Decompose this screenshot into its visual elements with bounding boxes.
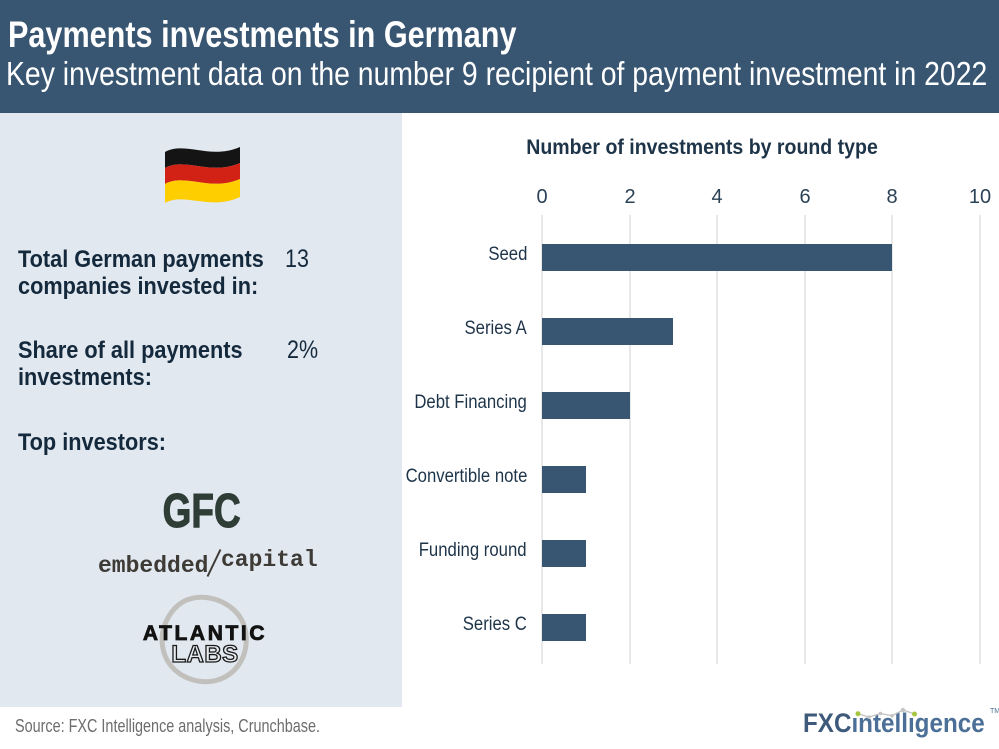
svg-text:TM: TM [990, 708, 999, 715]
